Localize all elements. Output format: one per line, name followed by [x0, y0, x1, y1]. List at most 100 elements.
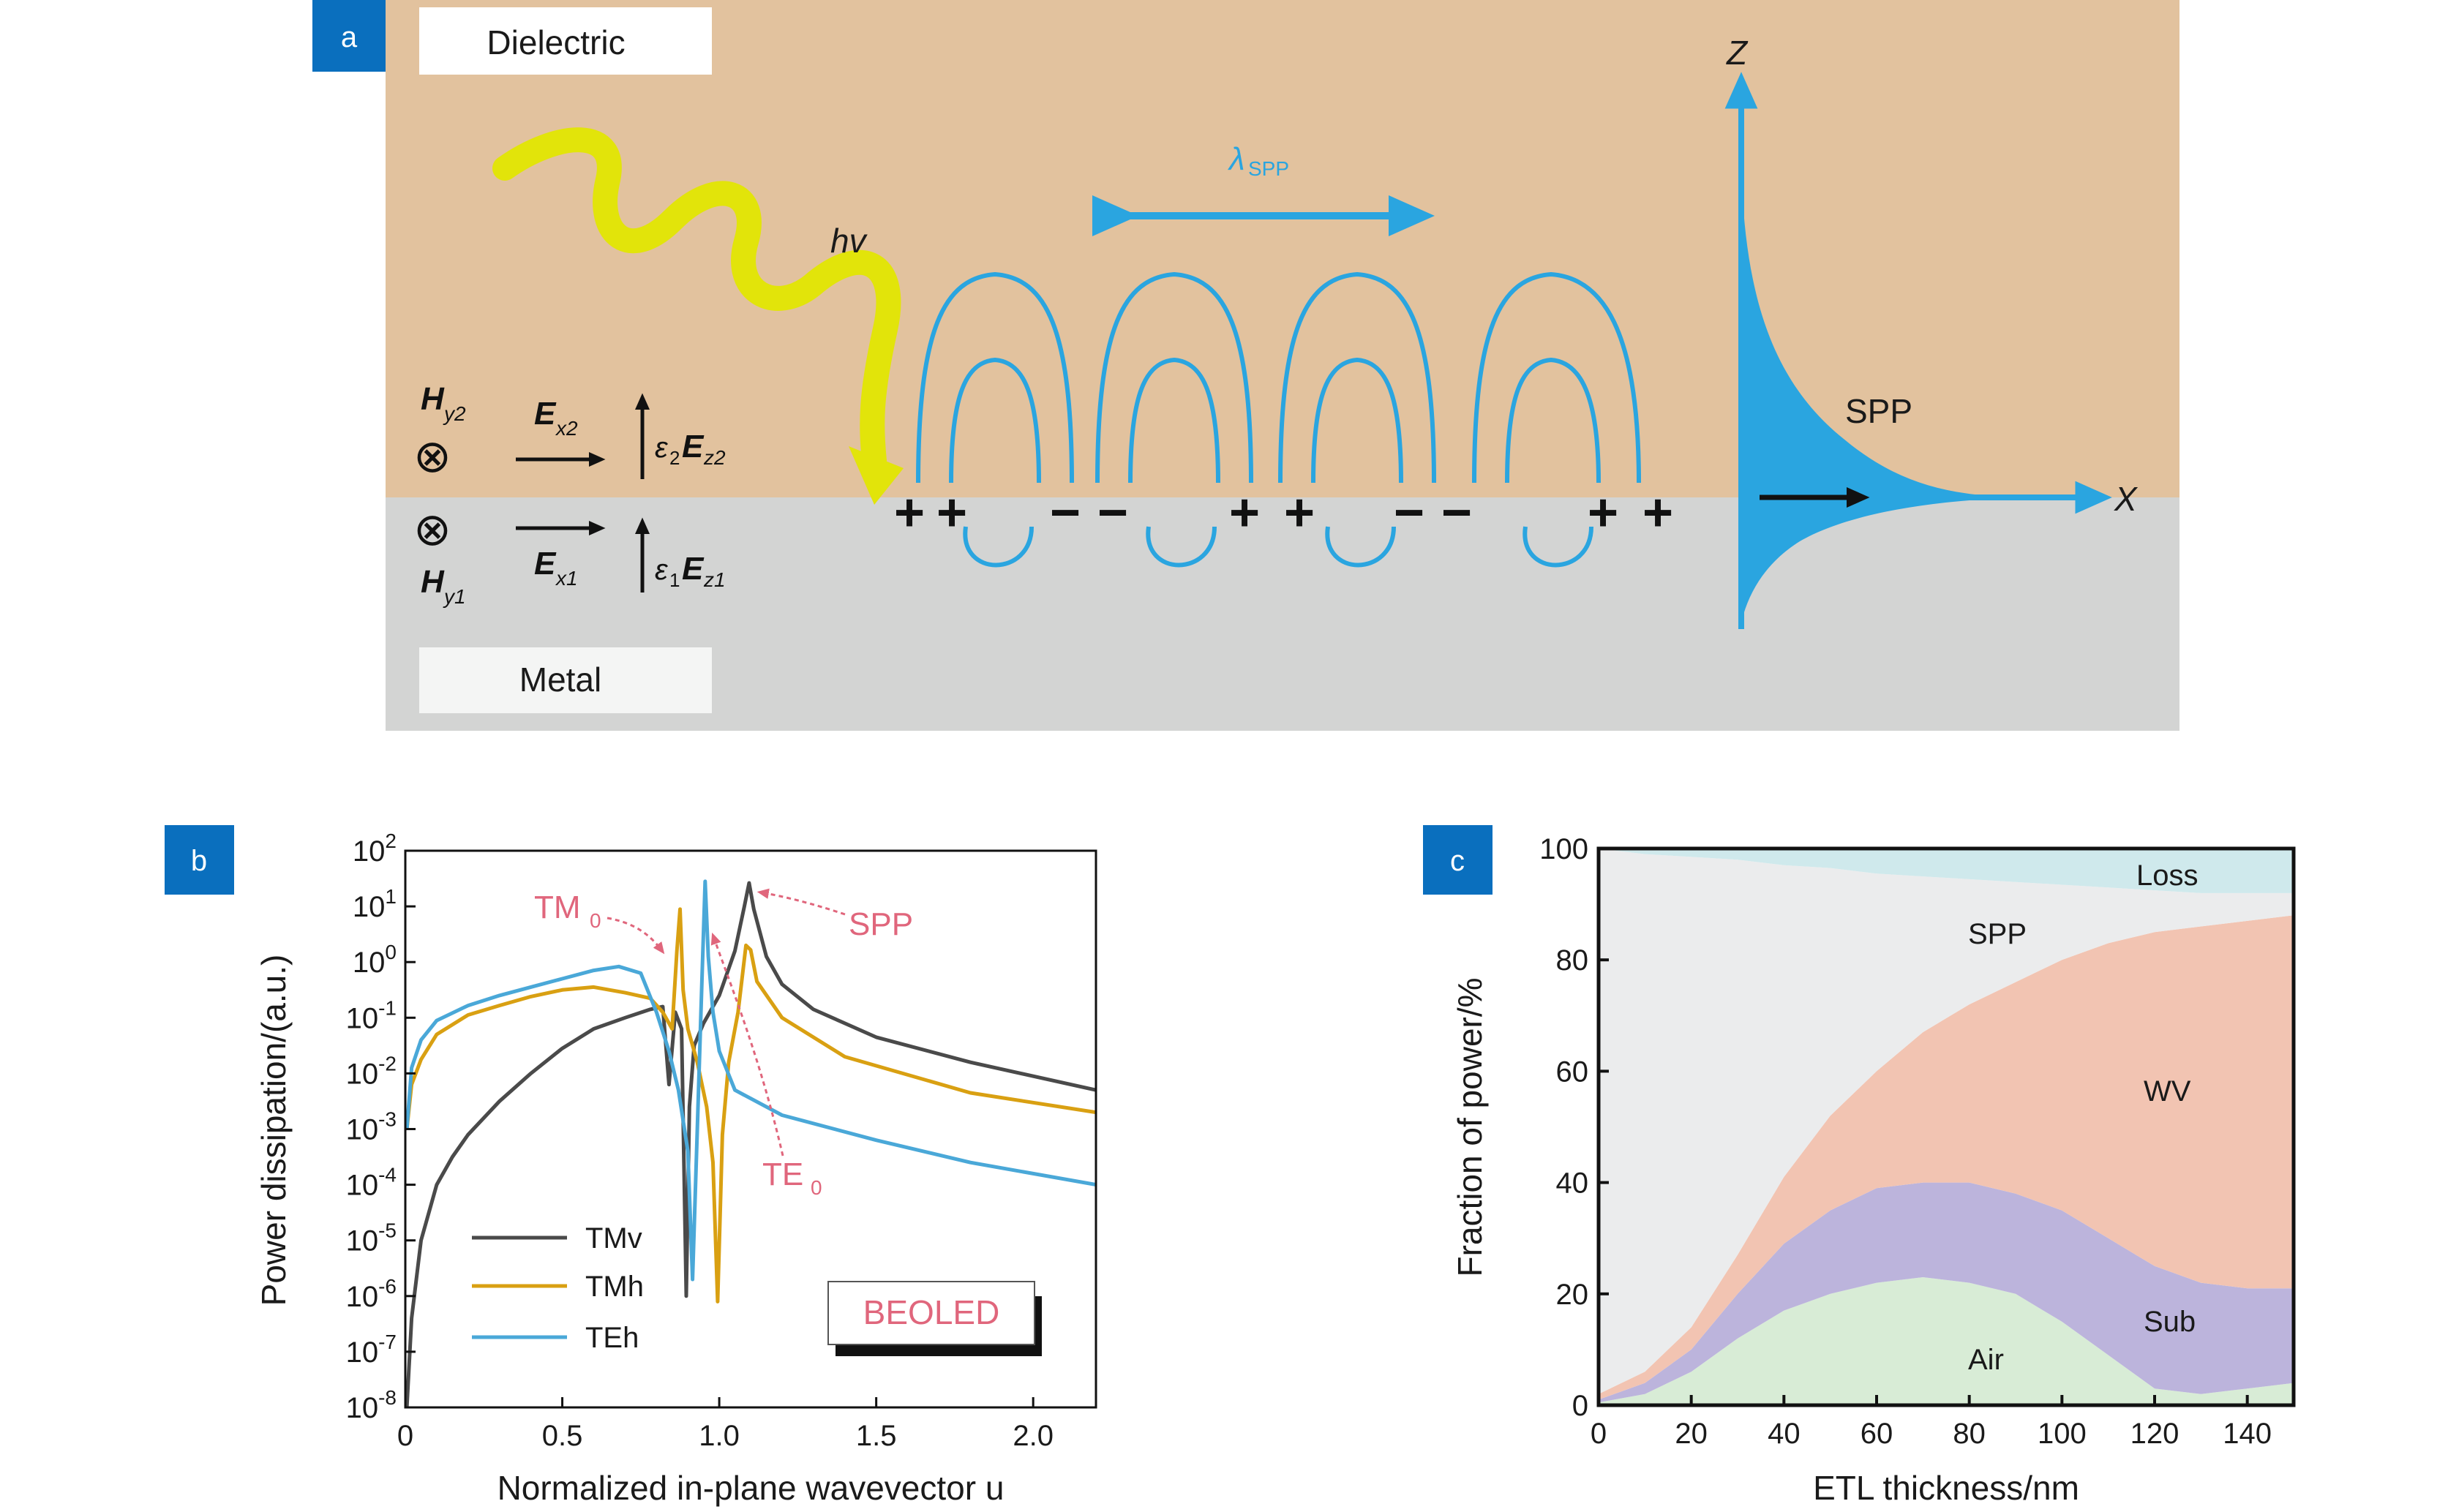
cross-upper-icon: ⊗ [413, 432, 451, 482]
b-xlabel: Normalized in-plane wavevector u [498, 1469, 1005, 1507]
panel-c-tag: c [1450, 845, 1465, 877]
panel-b: b 0 0.5 1.0 1.5 2.0 102 101 100 10-1 10-2 10-3 10-… [165, 825, 1097, 1507]
c-xlabel: ETL thickness/nm [1813, 1469, 2079, 1507]
dielectric-label: Dielectric [487, 23, 625, 61]
eps-lower-sub: 1 [669, 569, 680, 591]
field-loops [916, 271, 1641, 568]
spp-label: SPP [1845, 392, 1912, 430]
area-label-spp: SPP [1968, 918, 2027, 950]
photon-label: hv [830, 222, 868, 260]
b-legend: TMv TMh TEh [472, 1222, 644, 1354]
b-y-tick-label: 102 [353, 830, 397, 868]
metal-label-box [419, 647, 712, 713]
series-line-tmv [405, 881, 1096, 1407]
series-line-tmh [405, 907, 1096, 1304]
b-series-lines [405, 879, 1096, 1407]
field-loop-inner-3 [1311, 357, 1403, 484]
wavelength-sub: SPP [1248, 157, 1289, 180]
c-y-tick-label: 20 [1556, 1279, 1589, 1311]
ez-upper-sub: z2 [703, 446, 726, 469]
panel-a-tag: a [341, 21, 358, 53]
charge-1: + [894, 484, 925, 542]
c-x-tick-label: 60 [1861, 1418, 1893, 1450]
c-x-tick-label: 100 [2038, 1418, 2087, 1450]
b-ylabel: Power dissipation/(a.u.) [255, 955, 293, 1306]
field-loop-outer-4 [1472, 271, 1641, 484]
field-arrows [516, 393, 650, 593]
annot-te0: TE [762, 1156, 803, 1192]
c-x-tick-label: 0 [1591, 1418, 1607, 1450]
annot-tm0-arrow [607, 917, 665, 955]
charge-9: + [1588, 484, 1618, 542]
area-loss [1599, 849, 2294, 893]
field-loop-inner-2 [1128, 357, 1220, 484]
area-wv [1599, 915, 2294, 1400]
b-y-tick-label: 10-6 [346, 1275, 397, 1313]
charge-5: + [1229, 484, 1260, 542]
annot-te0-arrow [710, 932, 784, 1156]
b-x-tick-label: 0 [397, 1420, 413, 1452]
field-loop-outer-2 [1095, 271, 1253, 484]
area-label-wv: WV [2144, 1075, 2191, 1107]
c-y-tick-label: 40 [1556, 1167, 1589, 1200]
ez-upper: E [682, 429, 705, 464]
area-label-loss: Loss [2136, 860, 2199, 892]
legend-label-teh: TEh [585, 1322, 639, 1354]
eps-lower: ε [655, 554, 669, 586]
charge-6: + [1284, 484, 1315, 542]
area-sub [1599, 1182, 2294, 1403]
e-upper: E [534, 396, 557, 432]
e-lower-sub: x1 [555, 567, 578, 590]
b-x-tick-label: 1.5 [856, 1420, 897, 1452]
c-x-tick-label: 80 [1953, 1418, 1986, 1450]
c-y-ticks: 0 20 40 60 80 100 [1539, 833, 1609, 1422]
eps-upper: ε [655, 432, 669, 464]
charge-7: − [1394, 484, 1424, 542]
annot-te0-sub: 0 [811, 1176, 822, 1199]
h-upper-sub: y2 [443, 402, 466, 425]
charges: + + − − + + − − + + [894, 484, 1673, 542]
wavelength-label: λ [1228, 141, 1245, 177]
area-air [1599, 1277, 2294, 1405]
field-loop-lower-4 [1523, 526, 1593, 568]
b-y-tick-label: 100 [353, 941, 397, 979]
b-y-tick-label: 10-4 [346, 1164, 397, 1202]
h-lower: H [421, 564, 445, 600]
panel-b-tag-box [165, 825, 234, 895]
charge-2: + [936, 484, 967, 542]
c-x-tick-label: 120 [2130, 1418, 2179, 1450]
b-x-tick-label: 2.0 [1013, 1420, 1054, 1452]
b-y-ticks: 102 101 100 10-1 10-2 10-3 10-4 10-5 10-6 10-7 10-… [346, 830, 416, 1424]
annot-tm0-sub: 0 [590, 909, 601, 932]
series-line-teh [405, 879, 1096, 1282]
annot-spp-arrow [756, 888, 846, 916]
dielectric-label-box [419, 7, 712, 75]
field-loop-inner-1 [949, 357, 1041, 484]
photon-wave [492, 127, 901, 473]
c-plot-frame [1596, 846, 2296, 1407]
area-label-air: Air [1968, 1344, 2004, 1376]
ez-lower: E [682, 551, 705, 587]
c-ylabel: Fraction of power/% [1451, 977, 1489, 1276]
b-x-ticks: 0 0.5 1.0 1.5 2.0 [397, 1397, 1054, 1452]
panel-a: a Dielectric Metal hv λ SPP [312, 0, 2179, 731]
c-y-tick-label: 60 [1556, 1056, 1589, 1088]
spp-field-profile [1741, 168, 2107, 614]
b-y-tick-label: 10-5 [346, 1219, 397, 1257]
panel-b-tag: b [191, 845, 207, 877]
h-upper: H [421, 381, 445, 417]
e-lower: E [534, 546, 557, 582]
cross-lower-icon: ⊗ [413, 505, 451, 555]
annot-spp: SPP [849, 906, 913, 942]
panel-c: c 0 20 40 60 80 100 120 140 0 20 40 60 80 100 ETL th… [1423, 825, 2296, 1507]
b-x-tick-label: 0.5 [542, 1420, 583, 1452]
b-y-tick-label: 10-8 [346, 1386, 397, 1424]
axis-z-label: Z [1726, 34, 1749, 72]
b-x-tick-label: 1.0 [699, 1420, 740, 1452]
c-y-tick-label: 0 [1572, 1390, 1588, 1422]
c-x-tick-label: 20 [1675, 1418, 1708, 1450]
c-x-tick-label: 140 [2223, 1418, 2272, 1450]
b-y-tick-label: 10-7 [346, 1331, 397, 1369]
field-labels: H y2 ⊗ E x2 ε 2 E z2 ⊗ H y1 E x1 ε 1 E z… [413, 381, 726, 608]
field-loop-lower-3 [1325, 526, 1396, 568]
